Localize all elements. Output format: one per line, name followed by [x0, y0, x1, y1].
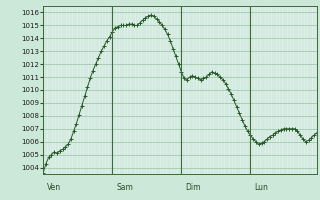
Text: Ven: Ven — [47, 183, 61, 192]
Text: Lun: Lun — [255, 183, 268, 192]
Text: Sam: Sam — [116, 183, 133, 192]
Text: Dim: Dim — [186, 183, 201, 192]
